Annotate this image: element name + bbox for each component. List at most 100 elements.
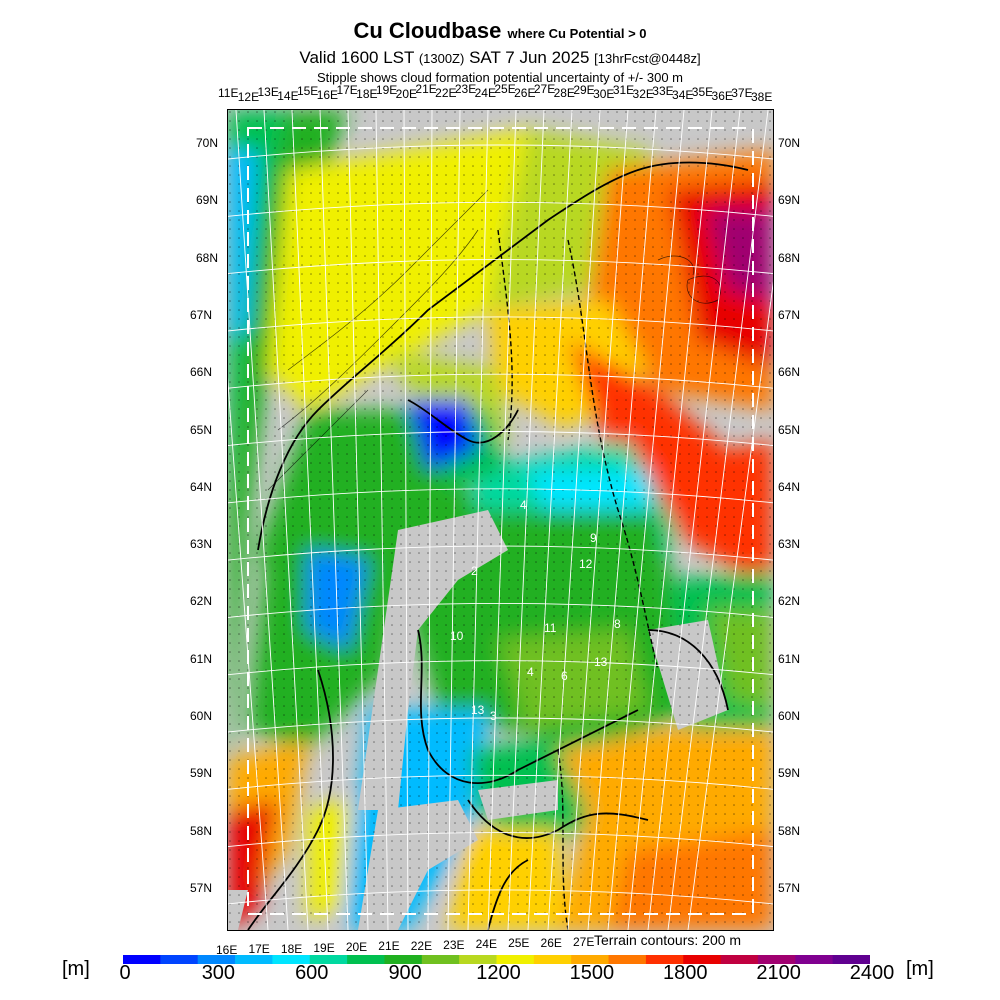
lon-top-label: 11E — [218, 86, 239, 100]
lat-right-label: 68N — [778, 250, 801, 265]
lon-bottom-label: 17E — [248, 942, 270, 956]
colorbar — [123, 955, 870, 964]
lon-bottom-label: 22E — [410, 939, 433, 953]
lat-right-label: 59N — [778, 766, 801, 781]
colorbar-segment — [421, 955, 460, 964]
lon-top-label: 23E — [454, 82, 477, 96]
lon-top-label: 31E — [612, 83, 635, 97]
lon-bottom-label: 18E — [280, 942, 303, 956]
lon-bottom-label: 19E — [313, 941, 335, 955]
terrain-contour-note: Terrain contours: 200 m — [594, 932, 742, 948]
colorbar-segment — [720, 955, 759, 964]
lon-bottom-label: 24E — [475, 937, 497, 951]
map-value-label: 4 — [520, 498, 527, 512]
lat-right-label: 60N — [778, 709, 801, 723]
lon-bottom-label: 25E — [508, 936, 530, 950]
lon-bottom-label: 21E — [378, 939, 400, 953]
lat-left-label: 70N — [196, 136, 219, 150]
domain-boundary — [247, 127, 754, 915]
lat-left-label: 60N — [190, 709, 213, 723]
lat-lon-grid — [228, 110, 773, 930]
colorbar-tick-label: 600 — [295, 962, 329, 984]
map-value-label: 4 — [527, 665, 534, 679]
colorbar-segment — [384, 955, 423, 964]
map-canvas: 4 2 12 10 11 8 4 6 13 13 3 9 — [228, 110, 773, 930]
colorbar-segment — [272, 955, 311, 964]
lon-bottom-label: 27E — [573, 935, 595, 949]
lon-bottom-label: 23E — [443, 938, 465, 952]
colorbar-tick-label: 2400 — [849, 962, 895, 984]
map-value-label: 2 — [471, 564, 478, 578]
lat-left-label: 67N — [190, 307, 213, 322]
colorbar-segment — [459, 955, 497, 964]
lon-bottom-label: 26E — [540, 936, 562, 950]
colorbar-tick-label: 900 — [388, 962, 422, 984]
lon-top-label: 17E — [336, 83, 358, 97]
lon-top-label: 24E — [474, 86, 496, 100]
colorbar-segment — [645, 955, 684, 964]
lon-top-label: 26E — [514, 86, 536, 100]
map-number-labels: 4 2 12 10 11 8 4 6 13 13 3 9 — [450, 498, 621, 723]
lon-top-label: 34E — [672, 88, 694, 102]
lat-right-label: 67N — [778, 307, 801, 322]
stipple-note: Stipple shows cloud formation potential … — [316, 70, 683, 85]
colorbar-tick-label: 300 — [201, 962, 236, 984]
map-area[interactable]: 4 2 12 10 11 8 4 6 13 13 3 9 — [227, 109, 774, 931]
lat-left-label: 61N — [190, 651, 213, 666]
lon-top-label: 28E — [553, 86, 575, 100]
title-block: Cu Cloudbase where Cu Potential > 0 Vali… — [0, 18, 1000, 86]
colorbar-segment — [533, 955, 572, 964]
lat-right-label: 65N — [778, 422, 801, 437]
lon-top-label: 18E — [356, 87, 378, 101]
colorbar-tick-label: 2100 — [756, 962, 801, 984]
title-suffix: where Cu Potential > 0 — [507, 26, 647, 41]
valid-date: SAT 7 Jun 2025 — [469, 48, 590, 67]
colorbar-segment — [683, 955, 722, 964]
lon-bottom-label: 16E — [216, 943, 238, 957]
lat-left-label: 59N — [190, 766, 213, 781]
title-main: Cu Cloudbase — [353, 18, 502, 43]
forecast-info: [13hrFcst@0448z] — [594, 51, 701, 66]
lon-top-label: 20E — [395, 87, 418, 101]
colorbar-segment — [571, 955, 610, 964]
lon-top-label: 16E — [316, 88, 339, 102]
map-value-label: 12 — [579, 557, 593, 571]
lat-left-label: 58N — [190, 823, 213, 838]
colorbar-tick-label: 1800 — [663, 962, 708, 984]
country-borders — [497, 229, 659, 930]
lon-top-label: 30E — [593, 87, 615, 101]
lon-top-label: 19E — [375, 83, 398, 97]
lat-right-label: 66N — [778, 365, 801, 380]
terrain-contours — [267, 189, 721, 491]
valid-zulu: (1300Z) — [418, 51, 465, 66]
map-value-label: 13 — [594, 655, 608, 669]
lat-left-label: 57N — [190, 880, 213, 895]
lon-top-label: 33E — [652, 84, 674, 98]
colorbar-tick-label: 1200 — [476, 962, 521, 984]
colorbar-unit-left: [m] — [62, 958, 90, 980]
map-title: Cu Cloudbase where Cu Potential > 0 — [0, 18, 1000, 47]
valid-time: Valid 1600 LST (1300Z) SAT 7 Jun 2025 [1… — [0, 47, 1000, 70]
lat-right-label: 62N — [778, 594, 801, 609]
map-value-label: 6 — [561, 669, 568, 683]
lat-right-label: 70N — [778, 136, 801, 150]
colorbar-tick-label: 0 — [119, 962, 131, 984]
colorbar-segment — [347, 955, 385, 964]
lat-left-label: 63N — [190, 537, 213, 552]
map-value-label: 10 — [450, 629, 464, 643]
lon-top-label: 35E — [691, 85, 714, 99]
lat-right-label: 64N — [778, 479, 801, 494]
colorbar-tick-label: 1500 — [569, 962, 615, 984]
lat-right-label: 63N — [778, 537, 801, 552]
lon-top-label: 38E — [751, 90, 773, 104]
lat-right-label: 61N — [778, 651, 801, 666]
lon-top-label: 14E — [277, 89, 299, 103]
lat-left-label: 65N — [190, 422, 213, 437]
lon-top-label: 12E — [237, 90, 260, 104]
map-value-label: 8 — [614, 617, 621, 631]
lon-top-label: 21E — [415, 82, 437, 96]
colorbar-segment — [160, 955, 199, 964]
colorbar-segment — [235, 955, 273, 964]
colorbar-segment — [608, 955, 647, 964]
lat-right-label: 58N — [778, 823, 801, 838]
